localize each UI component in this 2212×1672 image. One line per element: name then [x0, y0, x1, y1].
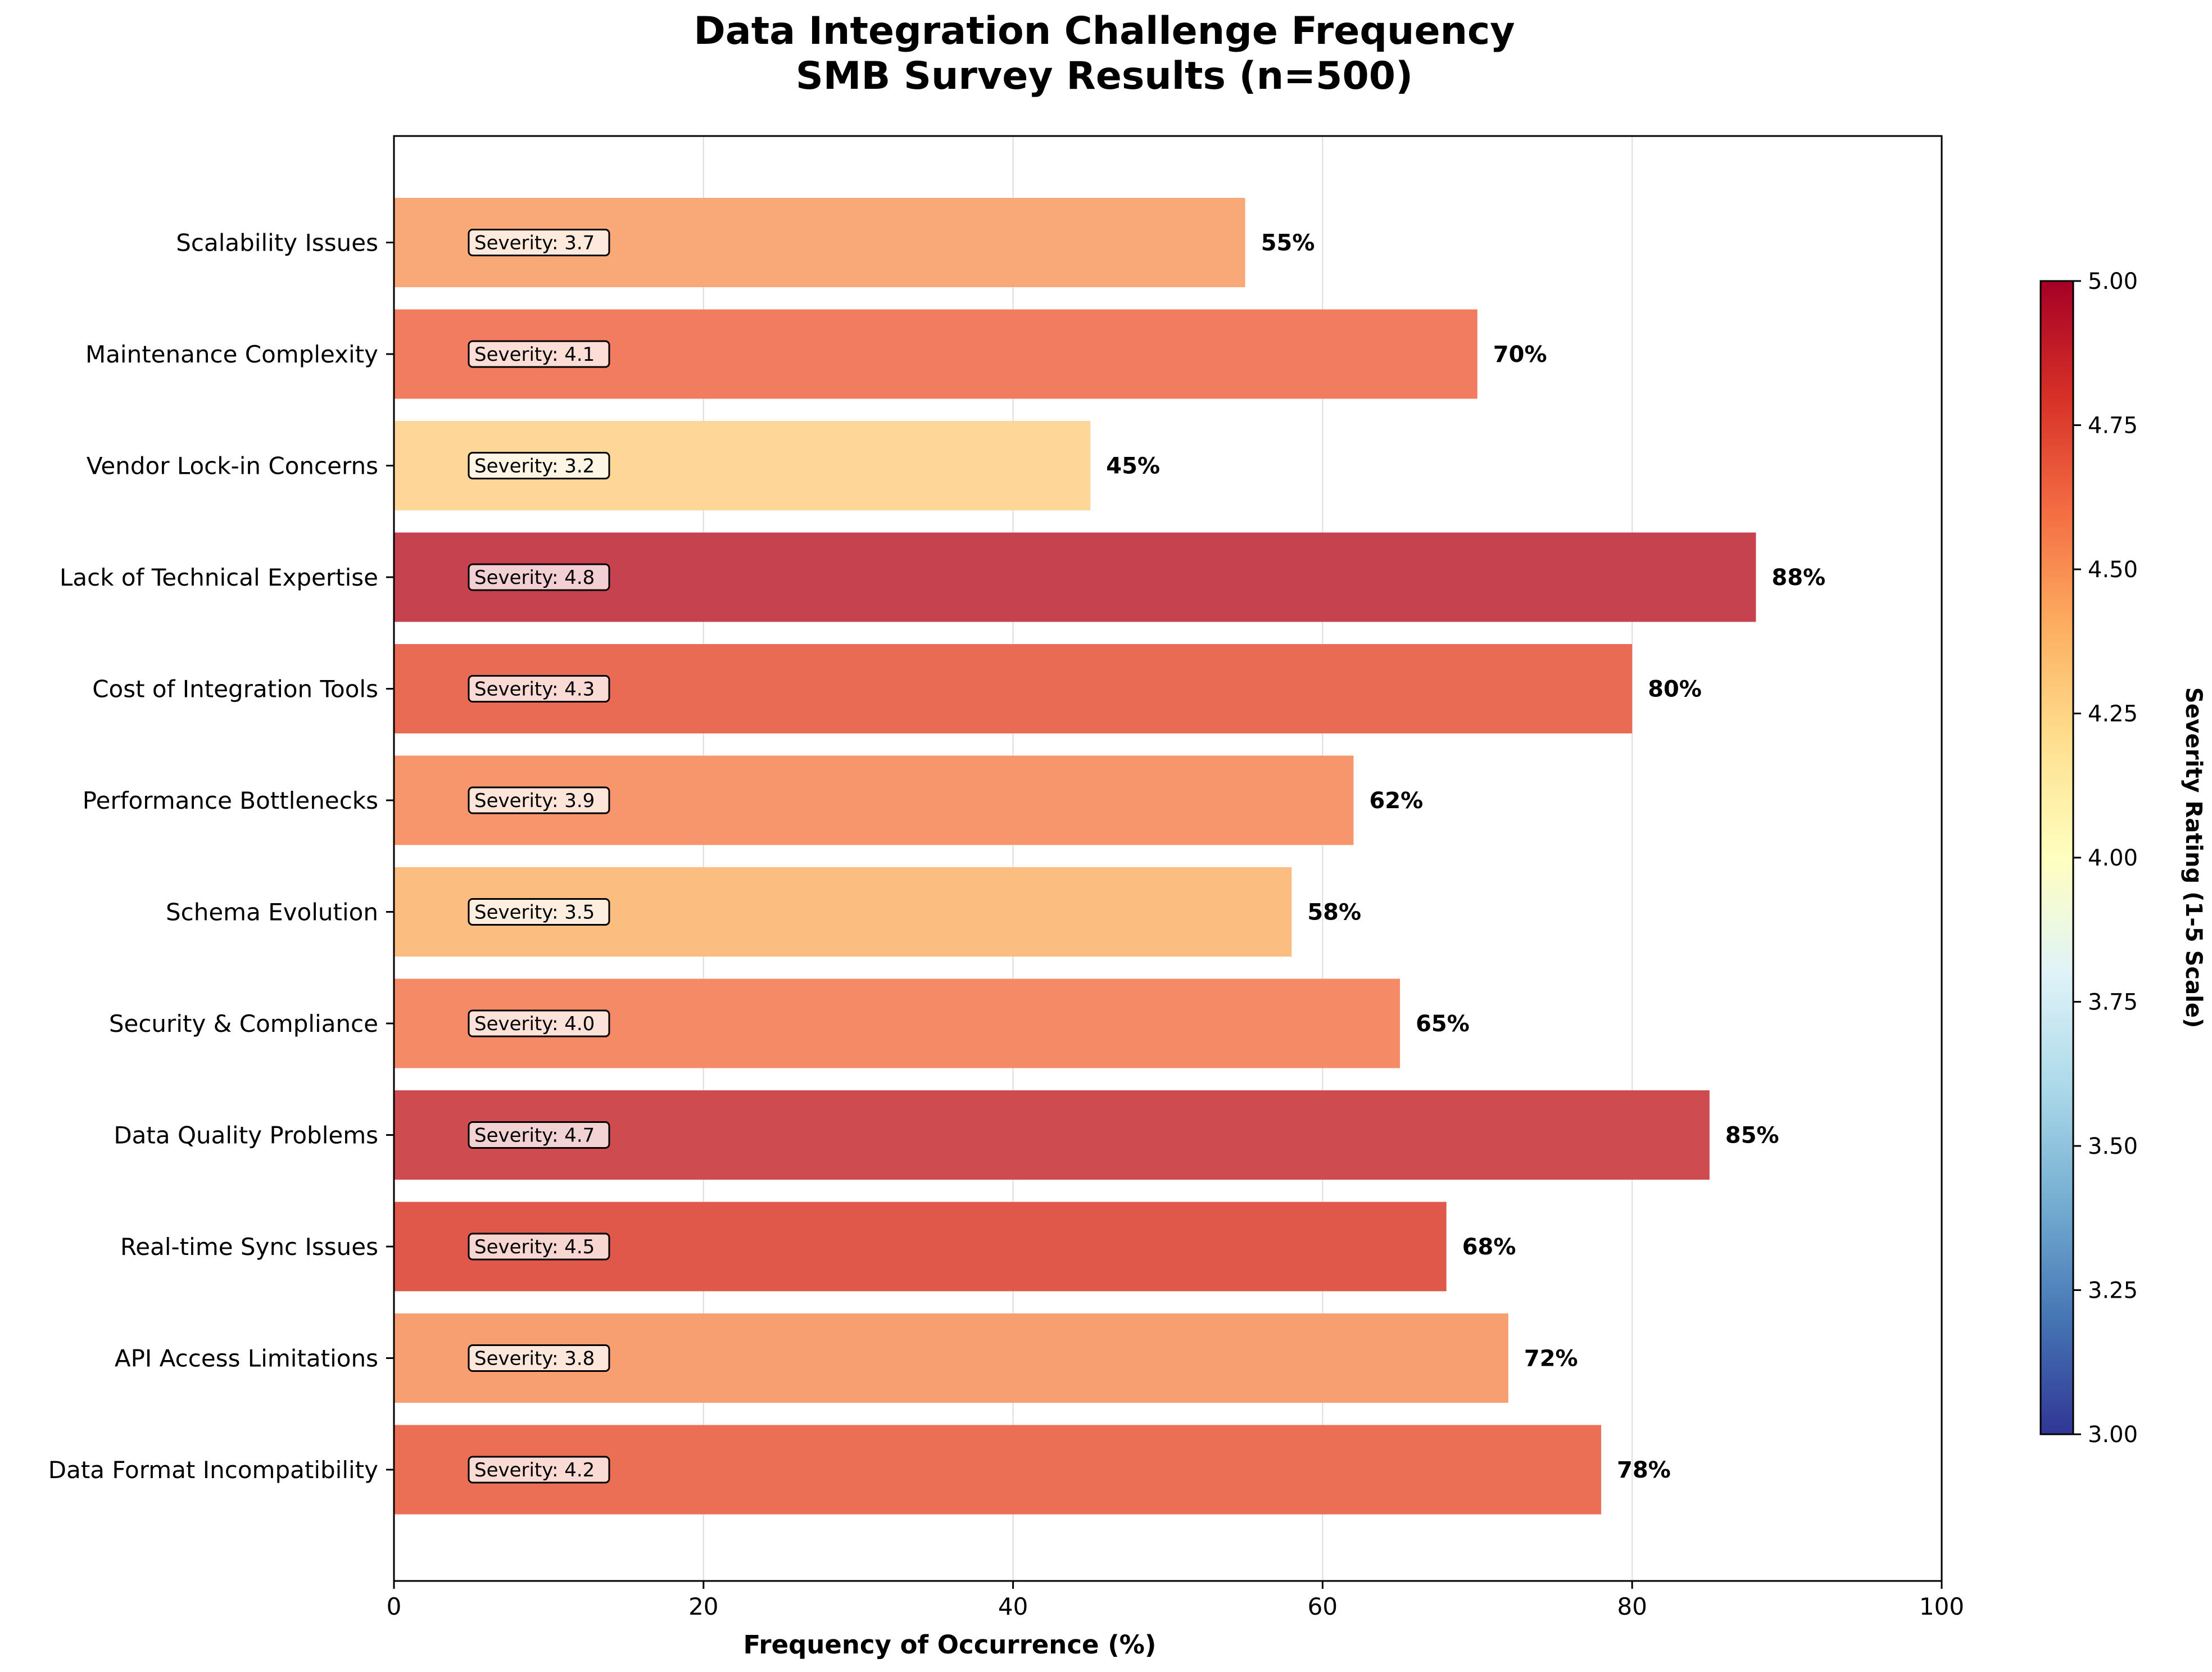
colorbar-tick-label: 4.00 — [2088, 845, 2138, 871]
y-axis: Data Format Incompatibility API Access Li… — [48, 229, 394, 1484]
colorbar-tick-label: 3.50 — [2088, 1134, 2138, 1159]
severity-label: Severity: 3.7 — [474, 232, 595, 255]
colorbar-tick-label: 3.25 — [2088, 1278, 2138, 1304]
x-tick-label: 60 — [1308, 1593, 1338, 1620]
severity-label: Severity: 3.2 — [474, 455, 595, 478]
category-label: Real-time Sync Issues — [120, 1233, 378, 1261]
severity-label-box — [468, 1121, 610, 1149]
colorbar-tick-label: 4.25 — [2088, 701, 2138, 727]
value-label: 55% — [1261, 230, 1315, 256]
value-label: 88% — [1772, 565, 1826, 591]
value-label: 68% — [1462, 1234, 1516, 1260]
severity-label: Severity: 4.7 — [474, 1125, 595, 1147]
category-label: Lack of Technical Expertise — [60, 564, 378, 591]
value-label: 65% — [1416, 1011, 1470, 1037]
category-label: Scalability Issues — [176, 229, 378, 257]
chart-title-line2: SMB Survey Results (n=500) — [796, 54, 1413, 98]
value-label: 80% — [1648, 677, 1702, 703]
severity-label: Severity: 4.5 — [474, 1236, 595, 1258]
colorbar-label: Severity Rating (1-5 Scale) — [2181, 687, 2206, 1028]
x-tick-label: 0 — [387, 1593, 402, 1620]
category-label: Vendor Lock-in Concerns — [87, 452, 378, 480]
bars: 78% Severity: 4.2 72% Severity: 3.8 68% Sever… — [394, 198, 1825, 1515]
x-tick-label: 100 — [1919, 1593, 1964, 1620]
x-axis: 0 20 40 60 80 100 — [387, 1581, 1964, 1620]
severity-label: Severity: 4.8 — [474, 567, 595, 589]
severity-label-box — [468, 898, 610, 926]
severity-label-box — [468, 786, 610, 814]
value-label: 70% — [1493, 342, 1547, 368]
colorbar-tick-label: 5.00 — [2088, 269, 2138, 294]
category-label: Data Quality Problems — [114, 1122, 378, 1149]
colorbar-tick-label: 4.75 — [2088, 413, 2138, 439]
severity-label: Severity: 3.9 — [474, 790, 595, 812]
severity-label-box — [468, 452, 610, 479]
value-label: 85% — [1725, 1123, 1779, 1149]
plot-frame — [393, 135, 1943, 1582]
colorbar-tick-label: 3.00 — [2088, 1422, 2138, 1448]
severity-label-box — [468, 1009, 610, 1037]
value-label: 45% — [1106, 454, 1160, 479]
value-label: 78% — [1617, 1457, 1671, 1483]
severity-label: Severity: 4.1 — [474, 343, 595, 366]
colorbar-gradient — [2039, 280, 2074, 1435]
severity-label: Severity: 4.3 — [474, 678, 595, 701]
category-label: Schema Evolution — [166, 899, 378, 926]
bar-data-quality-problems — [394, 1090, 1710, 1180]
category-label: Cost of Integration Tools — [92, 676, 378, 703]
colorbar-tick-label: 3.75 — [2088, 990, 2138, 1016]
severity-label: Severity: 4.0 — [474, 1013, 595, 1035]
colorbar: 3.00 3.25 3.50 3.75 4.00 4.25 4.50 4.75 5.00 Seve… — [2039, 269, 2206, 1448]
category-label: API Access Limitations — [115, 1345, 378, 1372]
chart-title: Data Integration Challenge Frequency SMB… — [693, 9, 1515, 98]
chart-title-line1: Data Integration Challenge Frequency — [693, 9, 1515, 53]
severity-label-box — [468, 1344, 610, 1372]
severity-label-box — [468, 340, 610, 368]
value-label: 62% — [1369, 788, 1423, 814]
x-tick-label: 40 — [998, 1593, 1028, 1620]
severity-label-box — [468, 675, 610, 703]
severity-label-box — [468, 563, 610, 591]
category-label: Maintenance Complexity — [85, 341, 378, 368]
severity-label-box — [468, 229, 610, 256]
x-tick-label: 80 — [1617, 1593, 1647, 1620]
severity-label-box — [468, 1456, 610, 1484]
severity-label: Severity: 4.2 — [474, 1459, 595, 1481]
category-label: Security & Compliance — [109, 1010, 378, 1037]
severity-label: Severity: 3.8 — [474, 1348, 595, 1370]
bar-lack-of-technical-expertise — [394, 532, 1756, 622]
colorbar-tick-label: 4.50 — [2088, 557, 2138, 583]
value-label: 72% — [1524, 1346, 1578, 1372]
x-tick-label: 20 — [688, 1593, 718, 1620]
severity-label-box — [468, 1233, 610, 1261]
x-axis-label: Frequency of Occurrence (%) — [744, 1630, 1157, 1660]
severity-label: Severity: 3.5 — [474, 901, 595, 924]
category-label: Performance Bottlenecks — [83, 787, 378, 814]
category-label: Data Format Incompatibility — [48, 1456, 378, 1484]
value-label: 58% — [1307, 900, 1361, 926]
